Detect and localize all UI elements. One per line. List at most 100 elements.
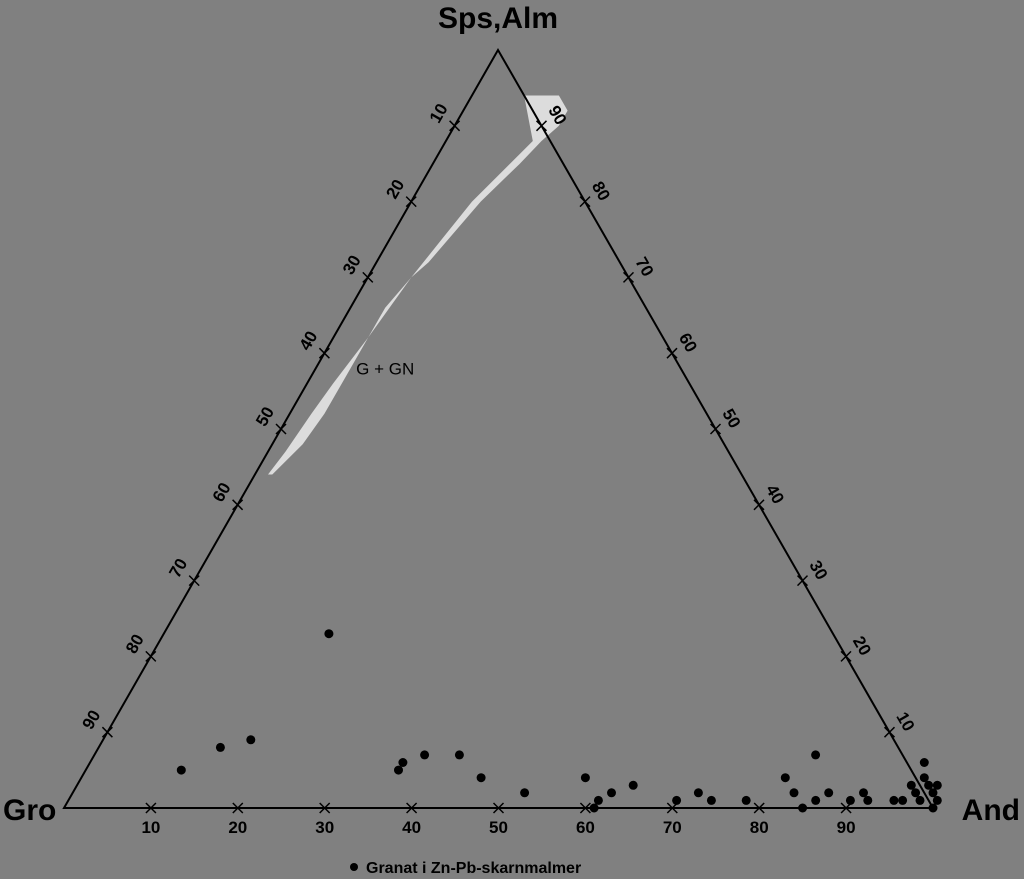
tick-left-40-b [318,347,330,359]
tick-label-right-30: 30 [805,557,831,583]
tick-bottom-50-b [492,802,505,814]
tick-bottom-80-b [753,802,765,814]
tick-right-70-b [622,271,635,283]
tick-left-10-b [449,120,461,132]
tick-label-left-20: 20 [382,176,408,202]
tick-left-20-b [405,196,417,208]
tick-left-30-b [362,271,374,283]
tick-label-bottom-90: 90 [837,818,856,837]
tick-left-90-b [101,726,113,738]
data-point-0-25 [859,788,868,798]
data-point-0-14 [628,780,638,790]
data-point-0-19 [780,773,790,783]
data-point-0-26 [845,795,855,805]
tick-right-90-b [535,120,548,132]
data-point-0-13 [607,788,616,798]
tick-left-70-b [188,575,200,587]
tick-right-60-b [666,347,678,359]
vertex-label-left: Gro [3,794,56,827]
tick-label-bottom-50: 50 [489,818,508,837]
data-point-0-38 [932,795,942,805]
data-point-0-37 [915,795,925,805]
data-point-0-28 [919,758,929,767]
tick-label-right-70: 70 [631,254,657,280]
tick-label-left-70: 70 [165,555,191,581]
data-point-0-39 [928,803,938,813]
data-point-0-24 [798,803,808,813]
tick-left-60-b [232,499,244,511]
tick-label-bottom-60: 60 [576,818,595,837]
tick-label-bottom-20: 20 [228,818,247,837]
data-points [176,629,942,813]
data-point-0-4 [398,758,408,767]
tick-label-left-90: 90 [79,707,105,733]
tick-label-right-20: 20 [849,633,875,659]
tick-marks [101,120,896,814]
vertex-label-top: Sps,Alm [438,2,558,35]
tick-left-80-b [145,650,157,662]
tick-label-right-10: 10 [892,709,918,735]
tick-label-left-80: 80 [122,631,148,657]
data-point-0-5 [420,750,430,760]
data-point-0-1 [215,742,225,752]
data-point-0-3 [176,765,186,775]
data-point-0-27 [863,795,873,805]
tick-labels: 10 10 10 20 20 20 30 30 30 40 40 40 50 50 50 60 60 60 70 70… [79,100,919,837]
tick-label-left-60: 60 [209,479,235,505]
tick-bottom-10-b [145,802,157,814]
tick-right-30-b [796,575,809,587]
tick-label-bottom-70: 70 [663,818,682,837]
data-point-0-12 [589,803,599,813]
data-point-0-16 [693,788,703,798]
data-point-0-23 [811,795,821,805]
data-point-0-34 [924,780,934,790]
tick-left-50-b [275,423,287,435]
tick-label-right-50: 50 [718,406,744,432]
data-point-0-7 [454,750,464,760]
legend-marker [350,863,358,871]
tick-right-40-b [753,499,765,511]
data-point-0-8 [476,773,486,783]
data-point-0-11 [593,795,603,805]
tick-right-50-b [709,423,722,435]
tick-label-bottom-30: 30 [315,818,334,837]
data-point-0-0 [324,629,334,639]
data-point-0-31 [889,795,899,805]
tick-label-right-60: 60 [675,330,701,356]
g-gn-region [268,95,568,475]
data-point-0-20 [811,750,821,760]
tick-bottom-20-b [232,802,244,814]
ternary-frame [62,47,935,809]
tick-bottom-30-b [319,802,331,814]
tick-label-bottom-40: 40 [402,818,421,837]
tick-bottom-60-b [579,802,591,814]
region-label: G + GN [356,359,414,378]
data-point-0-17 [706,795,716,805]
data-point-0-21 [789,788,799,798]
data-point-0-33 [911,788,921,798]
data-point-0-22 [824,788,834,798]
tick-label-left-10: 10 [426,100,452,126]
tick-right-10-b [883,726,896,738]
tick-label-left-30: 30 [339,252,365,278]
data-point-0-32 [898,795,908,805]
data-point-0-6 [394,765,403,775]
tick-right-80-b [579,196,591,208]
legend-label: Granat i Zn-Pb-skarnmalmer [366,860,581,877]
vertex-label-right: And [962,794,1020,827]
tick-label-left-40: 40 [296,328,322,354]
tick-label-left-50: 50 [252,404,278,430]
tick-label-right-80: 80 [588,178,614,204]
tick-label-right-40: 40 [762,481,788,507]
tick-label-bottom-10: 10 [141,818,160,837]
tick-label-bottom-80: 80 [750,818,769,837]
data-point-0-30 [919,773,929,783]
tick-bottom-40-b [406,802,418,814]
data-point-0-18 [741,795,751,805]
data-point-0-35 [932,780,942,790]
data-point-0-10 [580,773,590,783]
data-point-0-36 [928,788,938,798]
data-point-0-9 [520,788,530,798]
data-point-0-29 [906,780,916,790]
